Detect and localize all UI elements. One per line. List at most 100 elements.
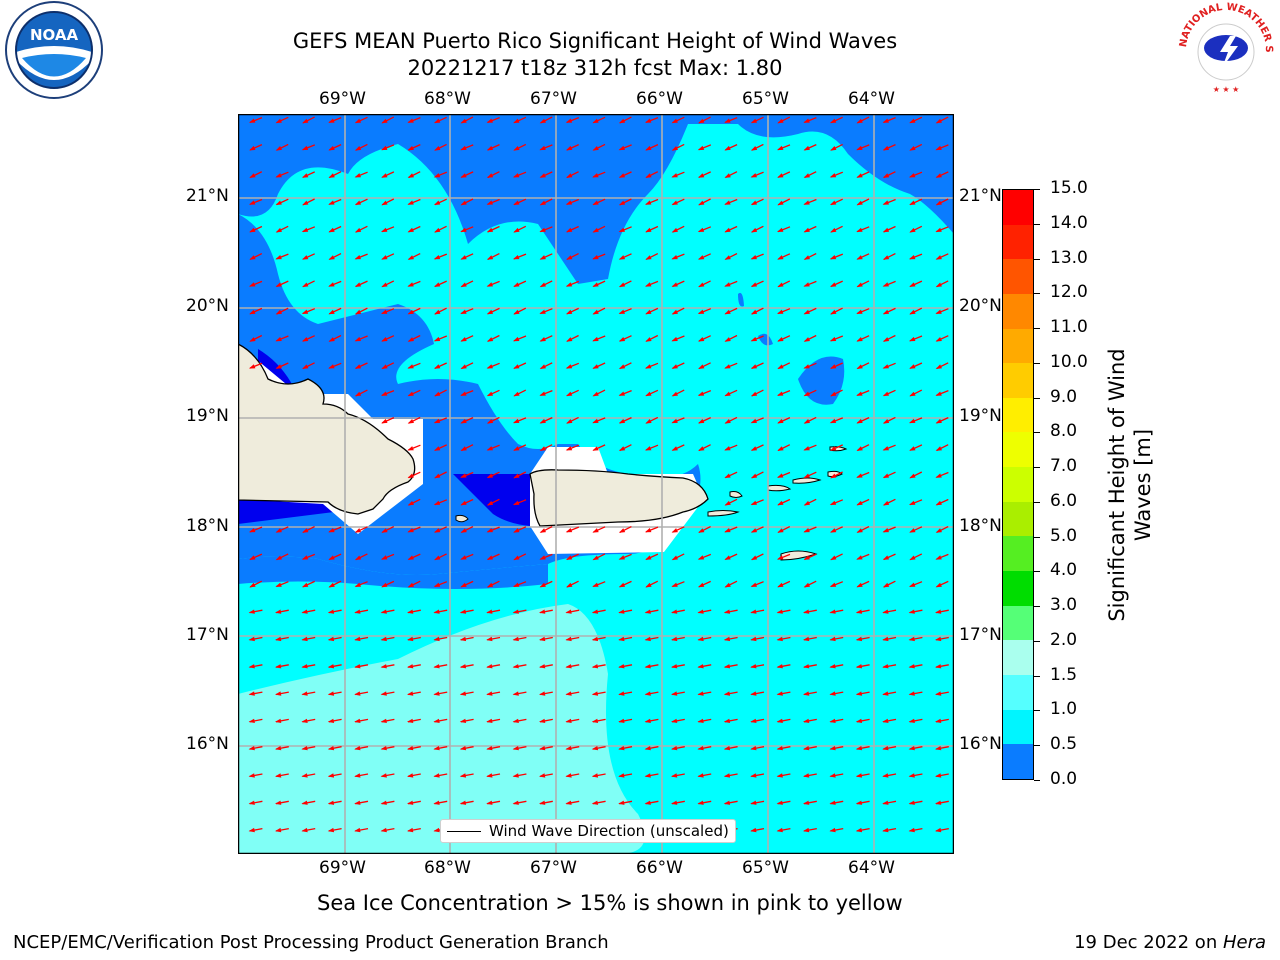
wind-arrow-head: [645, 528, 652, 533]
wind-arrow-head: [380, 609, 387, 614]
wind-arrow-head: [433, 773, 440, 778]
wind-arrow-head: [381, 200, 388, 206]
wind-arrow-head: [777, 255, 784, 260]
wind-arrow-head: [618, 145, 625, 151]
wind-arrow-head: [909, 336, 916, 342]
wind-arrow-head: [539, 255, 546, 260]
wind-arrow-head: [856, 145, 863, 151]
wind-arrow-head: [301, 746, 308, 751]
wind-arrow-head: [354, 528, 362, 533]
wind-arrow-head: [882, 309, 890, 315]
wind-arrow-head: [724, 118, 731, 123]
wind-arrow-head: [803, 391, 810, 397]
map-legend: Wind Wave Direction (unscaled): [440, 819, 736, 843]
wind-arrow-head: [882, 145, 890, 151]
wind-arrow-head: [407, 473, 414, 478]
wind-arrow-head: [777, 500, 784, 506]
wind-arrow-head: [671, 528, 678, 533]
wind-arrow-head: [592, 446, 599, 451]
wind-arrow-head: [407, 582, 414, 588]
wind-arrow-head: [935, 145, 942, 151]
wind-arrow-head: [566, 173, 573, 178]
wind-arrow-head: [803, 200, 810, 205]
wind-arrow-head: [909, 200, 916, 205]
wind-arrow-head: [592, 418, 599, 424]
wind-arrow-head: [513, 391, 520, 397]
wind-arrow-head: [698, 200, 705, 206]
wind-arrow-head: [486, 691, 493, 696]
wind-arrow-head: [433, 800, 440, 805]
wind-arrow-head: [486, 636, 493, 642]
wind-arrow-head: [275, 255, 282, 260]
wind-arrow-head: [407, 337, 414, 342]
wind-arrow-head: [327, 609, 335, 614]
wind-arrow-head: [381, 118, 388, 124]
wind-arrow-head: [750, 664, 757, 669]
wind-arrow-head: [248, 746, 255, 751]
wind-arrow-head: [882, 691, 889, 696]
colorbar-tick-mark: [1034, 501, 1040, 503]
wind-arrow-head: [275, 773, 282, 778]
wind-arrow-head: [249, 555, 256, 560]
wind-arrow-head: [302, 528, 309, 533]
wind-arrow-head: [327, 691, 335, 696]
wind-arrow-head: [591, 664, 599, 669]
wind-arrow-head: [460, 145, 467, 151]
wind-arrow-head: [592, 364, 599, 369]
wind-arrow-head: [618, 691, 625, 696]
wind-arrow-head: [513, 255, 520, 260]
wind-arrow-head: [407, 609, 414, 614]
lon-label-bottom-66: 66°W: [636, 858, 683, 878]
wind-arrow-head: [830, 528, 837, 533]
wind-arrow-head: [381, 528, 388, 533]
wind-arrow-head: [407, 691, 414, 696]
wind-arrow-head: [539, 118, 546, 124]
wind-arrow-head: [565, 746, 572, 751]
wind-arrow-head: [380, 800, 387, 805]
wind-arrow-head: [565, 691, 572, 696]
wind-arrow-head: [302, 118, 309, 124]
wind-arrow-head: [776, 746, 783, 751]
wind-arrow-head: [724, 473, 731, 478]
wind-arrow-head: [249, 200, 256, 205]
wind-arrow-head: [829, 336, 837, 342]
wind-arrow-head: [249, 227, 256, 233]
wind-arrow-head: [565, 282, 573, 287]
wind-arrow-head: [776, 718, 783, 723]
wind-arrow-head: [248, 718, 255, 723]
wind-arrow-head: [327, 636, 335, 642]
wind-arrow-head: [908, 691, 915, 696]
wind-arrow-head: [618, 173, 626, 178]
wind-arrow-head: [671, 800, 678, 805]
wind-arrow-head: [327, 746, 335, 751]
wind-arrow-head: [830, 282, 837, 287]
wind-arrow-head: [301, 691, 308, 696]
wind-arrow-head: [565, 446, 573, 451]
wind-arrow-head: [644, 718, 651, 723]
colorbar-tick-mark: [1034, 362, 1040, 364]
wind-arrow-head: [671, 691, 678, 696]
wind-arrow-head: [460, 173, 467, 178]
wind-arrow-head: [909, 118, 916, 124]
wind-arrow-head: [777, 446, 784, 451]
wind-arrow-head: [407, 446, 414, 451]
wind-arrow-head: [434, 446, 441, 451]
colorbar-ticks: 15.0 14.0 13.0 12.0 11.0 10.0 9.0 8.0 7.0 6.0 5.0 4…: [1034, 178, 1106, 789]
wind-arrow-head: [486, 173, 494, 178]
wind-arrow-head: [697, 391, 705, 396]
wind-arrow-head: [698, 255, 705, 260]
wind-arrow-head: [671, 773, 678, 778]
wind-arrow-head: [671, 418, 678, 424]
wind-arrow-head: [327, 718, 335, 723]
wind-arrow-head: [618, 446, 626, 451]
wind-arrow-head: [724, 200, 731, 205]
wind-arrow-head: [829, 773, 836, 778]
wind-arrow-head: [248, 691, 255, 696]
wind-arrow-head: [935, 555, 942, 560]
colorbar-tick-label: 7.0: [1050, 456, 1078, 477]
wind-arrow-head: [909, 391, 916, 397]
wind-arrow-head: [433, 746, 440, 751]
wind-arrow-head: [750, 446, 758, 451]
wind-arrow-head: [777, 309, 784, 314]
wind-arrow-head: [592, 391, 599, 397]
